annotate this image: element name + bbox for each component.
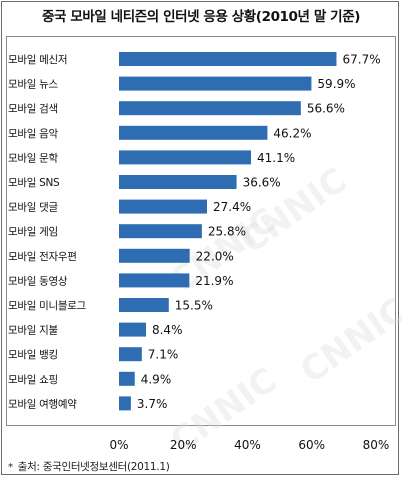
value-label-12: 7.1%: [148, 348, 179, 362]
value-labels: 67.7% 59.9% 56.6% 46.2% 41.1% 36.6% 27.4% 25.8%…: [137, 53, 381, 411]
value-label-4: 41.1%: [257, 151, 295, 165]
bar-4: [119, 150, 252, 165]
category-label-13: 모바일 쇼핑: [8, 373, 58, 386]
x-tick-label-0: 0%: [109, 438, 128, 452]
category-label-8: 모바일 전자우편: [8, 250, 77, 263]
value-label-8: 22.0%: [196, 249, 234, 263]
bar-12: [119, 347, 142, 362]
category-label-5: 모바일 SNS: [8, 176, 60, 189]
category-label-10: 모바일 미니블로그: [8, 299, 87, 312]
value-label-10: 15.5%: [175, 299, 213, 313]
value-label-5: 36.6%: [243, 176, 281, 190]
bar-1: [119, 76, 312, 91]
category-label-6: 모바일 댓글: [8, 201, 58, 214]
bar-11: [119, 322, 146, 337]
value-label-6: 27.4%: [213, 200, 251, 214]
bar-14: [119, 396, 131, 411]
plot-area: [6, 36, 396, 426]
bar-2: [119, 101, 301, 116]
value-label-9: 21.9%: [195, 274, 233, 288]
value-label-14: 3.7%: [137, 397, 168, 411]
value-label-3: 46.2%: [273, 126, 311, 140]
category-label-11: 모바일 지불: [8, 324, 58, 337]
bar-13: [119, 371, 135, 386]
value-label-2: 56.6%: [307, 102, 345, 116]
bar-5: [119, 175, 237, 189]
watermark-text-2: CNNIC: [293, 290, 402, 391]
value-label-11: 8.4%: [152, 323, 183, 337]
bar-0: [119, 52, 337, 66]
category-label-14: 모바일 여행예약: [8, 397, 77, 410]
bar-10: [119, 298, 169, 312]
x-tick-label-3: 60%: [298, 438, 325, 452]
x-tick-label-1: 20%: [170, 438, 197, 452]
value-label-7: 25.8%: [208, 225, 246, 239]
bar-8: [119, 248, 190, 263]
chart-title: 중국 모바일 네티즌의 인터넷 응용 상황(2010년 말 기준): [41, 9, 360, 25]
category-label-7: 모바일 게임: [8, 225, 58, 238]
value-label-13: 4.9%: [141, 372, 172, 386]
category-label-1: 모바일 뉴스: [8, 78, 58, 91]
category-label-3: 모바일 음악: [8, 127, 58, 140]
source-bullet: *: [8, 462, 13, 473]
source-text: 출처: 중국인터넷정보센터(2011.1): [17, 461, 170, 473]
source-note: * 출처: 중국인터넷정보센터(2011.1): [8, 459, 170, 474]
bar-7: [119, 224, 202, 239]
bars-group: [119, 52, 337, 411]
bar-6: [119, 199, 208, 214]
value-label-0: 67.7%: [342, 53, 380, 67]
category-label-12: 모바일 뱅킹: [8, 348, 58, 361]
category-label-9: 모바일 동영상: [8, 274, 68, 287]
category-label-4: 모바일 문학: [8, 151, 58, 164]
category-label-0: 모바일 메신저: [8, 53, 67, 66]
bar-3: [119, 125, 268, 140]
x-axis-ticks: 0% 20% 40% 60% 80%: [109, 438, 389, 452]
x-tick-label-4: 80%: [363, 438, 390, 452]
value-label-1: 59.9%: [317, 77, 355, 91]
category-label-2: 모바일 검색: [8, 102, 58, 115]
bar-9: [119, 273, 190, 288]
x-tick-label-2: 40%: [234, 438, 261, 452]
